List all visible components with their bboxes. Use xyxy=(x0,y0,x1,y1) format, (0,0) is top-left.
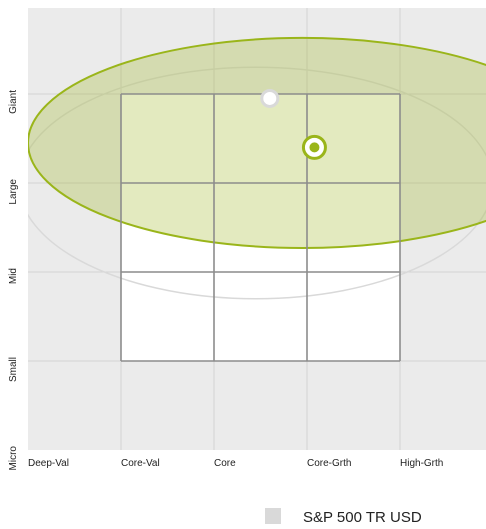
ellipses xyxy=(28,36,486,300)
y-tick-label: Mid xyxy=(8,268,19,284)
benchmark-ellipse xyxy=(28,66,486,300)
fund-ellipse xyxy=(28,36,486,249)
x-tick-label: Deep-Val xyxy=(28,458,69,469)
x-tick-label: Core-Val xyxy=(121,458,160,469)
legend-swatch xyxy=(265,508,281,524)
y-tick-label: Giant xyxy=(8,90,19,114)
x-tick-label: High-Grth xyxy=(400,458,443,469)
style-box-grid xyxy=(120,93,401,362)
fund-centroid-dot xyxy=(309,142,320,153)
style-box-fill xyxy=(121,94,400,361)
y-tick-label: Small xyxy=(8,357,19,382)
style-box-background xyxy=(121,94,400,361)
benchmark-centroid-point xyxy=(260,88,280,108)
centroids xyxy=(260,88,327,160)
legend: S&P 500 TR USD xyxy=(265,508,422,526)
y-tick-label: Large xyxy=(8,179,19,205)
y-tick-label: Micro xyxy=(8,446,19,471)
axis-ticks: Deep-Val Core-Val Core Core-Grth High-Grth Mi… xyxy=(8,90,443,471)
x-tick-label: Core xyxy=(214,458,236,469)
legend-label: S&P 500 TR USD xyxy=(303,509,422,526)
x-tick-label: Core-Grth xyxy=(307,458,351,469)
